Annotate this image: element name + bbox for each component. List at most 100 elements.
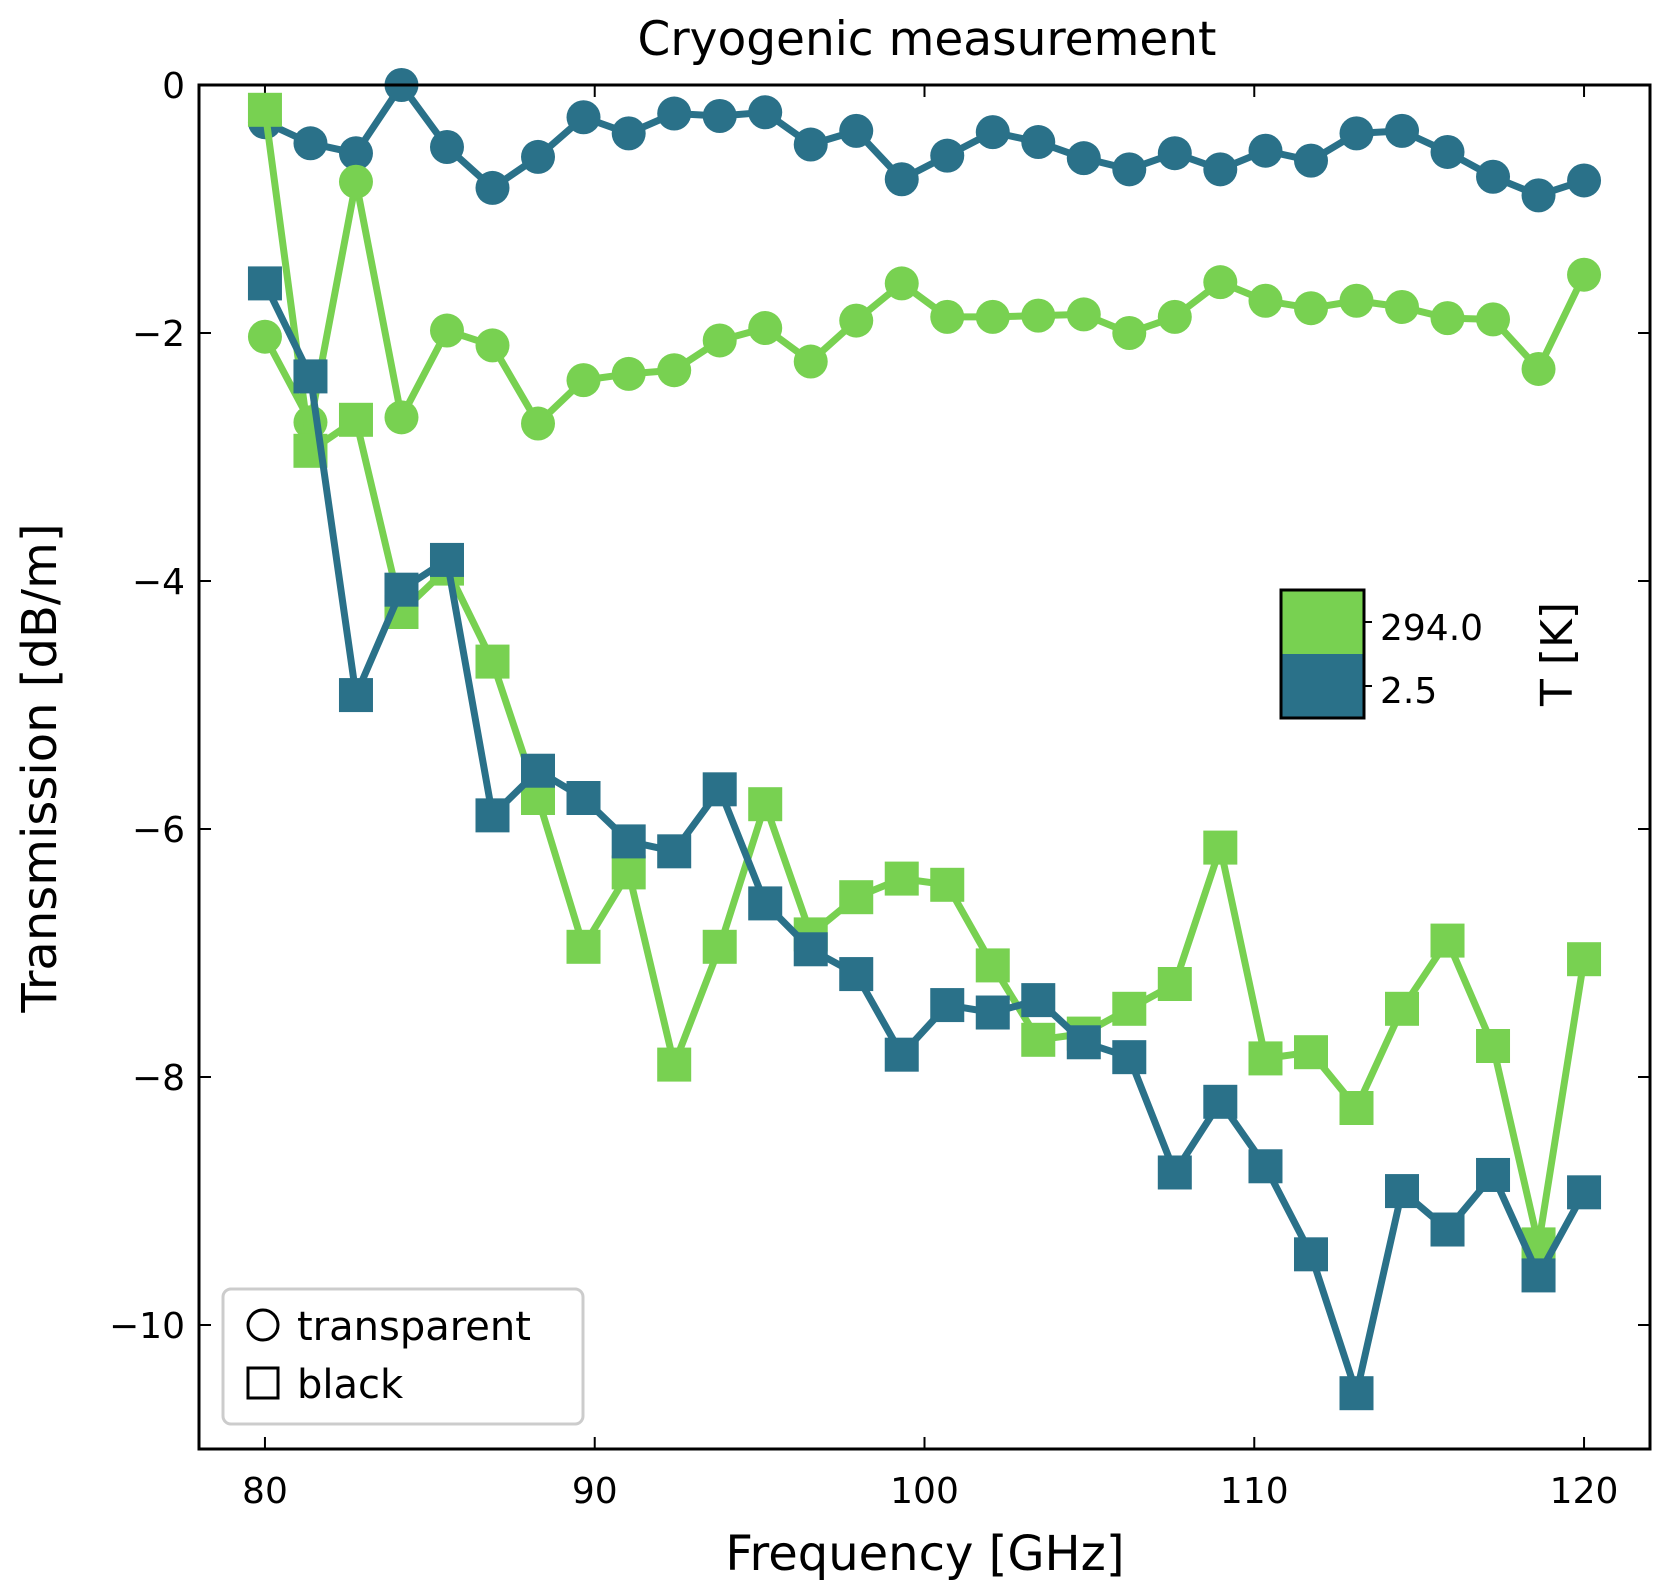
- data-point-circle: [657, 353, 692, 388]
- data-point-square: [475, 798, 510, 833]
- colorbar-frame: [1279, 588, 1366, 720]
- data-point-circle: [611, 116, 646, 151]
- y-tick-label: −2: [132, 314, 185, 355]
- data-point-circle: [1521, 351, 1556, 386]
- data-point-square: [1476, 1029, 1511, 1063]
- data-point-circle: [293, 126, 328, 161]
- data-point-square: [1066, 1025, 1101, 1060]
- data-point-circle: [1339, 116, 1374, 151]
- data-point-circle: [1021, 298, 1056, 333]
- data-point-square: [1021, 983, 1056, 1018]
- legend-frame: [221, 1287, 585, 1426]
- x-tick-label: 90: [572, 1471, 618, 1512]
- data-point-square: [1339, 1091, 1374, 1125]
- data-point-square: [338, 678, 373, 713]
- y-tick-label: −10: [109, 1306, 185, 1347]
- data-point-circle: [1476, 302, 1511, 337]
- data-point-square: [1430, 923, 1465, 958]
- data-point-square: [566, 781, 601, 815]
- data-point-circle: [1157, 136, 1192, 171]
- colorbar-title: T [K]: [1532, 602, 1583, 707]
- legend: transparent black: [221, 1287, 585, 1426]
- data-point-square: [657, 834, 692, 869]
- data-point-circle: [1476, 159, 1511, 194]
- data-point-circle: [1203, 152, 1238, 187]
- colorbar-swatch-2-5: [1281, 654, 1364, 718]
- data-point-square: [702, 929, 737, 964]
- data-point-circle: [1430, 301, 1465, 336]
- data-point-circle: [884, 266, 919, 301]
- data-point-circle: [839, 113, 874, 148]
- data-point-square: [839, 880, 874, 915]
- data-point-square: [1430, 1212, 1465, 1247]
- data-point-square: [657, 1047, 692, 1082]
- data-point-circle: [702, 99, 737, 133]
- data-point-square: [247, 266, 282, 301]
- data-point-square: [1293, 1035, 1328, 1070]
- legend-label-transparent: transparent: [297, 1304, 531, 1350]
- colorbar-label-294: 294.0: [1380, 608, 1483, 649]
- data-point-square: [247, 92, 282, 127]
- data-point-circle: [1112, 316, 1147, 350]
- series-line-3: [261, 281, 1588, 1397]
- data-point-square: [293, 359, 328, 394]
- data-point-circle: [793, 127, 828, 162]
- data-point-square: [1112, 991, 1147, 1026]
- data-point-circle: [930, 299, 965, 334]
- data-point-square: [384, 572, 419, 607]
- data-point-circle: [702, 323, 737, 358]
- data-point-square: [1203, 1084, 1238, 1119]
- data-point-circle: [611, 356, 646, 391]
- data-point-square: [1203, 830, 1238, 865]
- data-point-square: [1521, 1258, 1556, 1293]
- series-line-0: [263, 81, 1586, 199]
- data-point-circle: [1339, 283, 1374, 318]
- data-point-square: [1567, 942, 1602, 977]
- data-point-circle: [1293, 143, 1328, 178]
- colorbar-swatch-294: [1281, 590, 1364, 654]
- data-point-square: [793, 932, 828, 967]
- data-point-circle: [521, 139, 556, 174]
- data-point-circle: [1203, 265, 1238, 300]
- y-tick-label: −8: [132, 1058, 185, 1099]
- data-point-square: [975, 995, 1010, 1030]
- chart-title: Cryogenic measurement: [638, 12, 1217, 67]
- data-point-circle: [247, 319, 282, 354]
- data-point-square: [1112, 1040, 1147, 1075]
- data-point-square: [702, 772, 737, 807]
- data-point-square: [1248, 1041, 1283, 1076]
- data-point-circle: [1430, 134, 1465, 169]
- data-point-circle: [793, 344, 828, 379]
- x-tick-label: 80: [242, 1471, 288, 1512]
- legend-label-black: black: [297, 1362, 404, 1408]
- data-point-circle: [1385, 289, 1420, 324]
- data-point-circle: [566, 363, 601, 398]
- data-point-circle: [748, 95, 783, 130]
- data-point-square: [429, 542, 464, 577]
- data-point-circle: [1021, 125, 1056, 160]
- x-tick-label: 100: [890, 1471, 959, 1512]
- data-point-square: [1157, 967, 1192, 1001]
- data-point-square: [884, 861, 919, 896]
- data-point-square: [611, 824, 646, 859]
- data-point-square: [1339, 1376, 1374, 1411]
- x-tick-label: 110: [1220, 1471, 1289, 1512]
- data-point-square: [930, 867, 965, 902]
- y-tick-label: −6: [132, 810, 185, 851]
- data-point-circle: [1157, 299, 1192, 334]
- data-point-circle: [338, 164, 373, 199]
- data-point-circle: [338, 136, 373, 171]
- y-tick-label: −4: [132, 562, 185, 603]
- data-point-square: [1021, 1022, 1056, 1057]
- data-point-square: [884, 1037, 919, 1072]
- data-point-circle: [475, 170, 510, 205]
- data-point-square: [566, 929, 601, 964]
- data-point-square: [748, 886, 783, 921]
- data-point-circle: [1248, 133, 1283, 168]
- data-point-circle: [1385, 113, 1420, 148]
- data-point-square: [1385, 991, 1420, 1026]
- data-point-square: [1157, 1155, 1192, 1190]
- data-point-circle: [1066, 141, 1101, 176]
- legend-square-marker: [246, 1366, 280, 1400]
